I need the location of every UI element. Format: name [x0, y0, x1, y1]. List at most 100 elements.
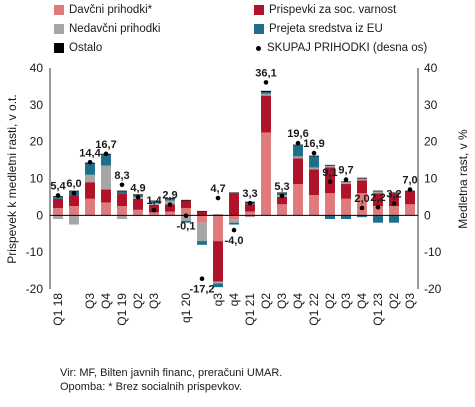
bar-segment — [277, 204, 287, 216]
bar-segment — [53, 198, 63, 208]
legend-item-prispevki: Prispevki za soc. varnost — [254, 4, 396, 16]
total-point — [167, 202, 173, 207]
bar-segment — [197, 211, 207, 216]
x-tick-label: Q3 — [403, 293, 417, 309]
bar-segment — [293, 145, 303, 157]
bar-segment — [101, 154, 111, 166]
bar-segment — [357, 177, 367, 179]
bar-segment — [341, 184, 351, 199]
x-tick-label: q1 20 — [179, 293, 193, 323]
bar-segment — [405, 191, 415, 205]
bar-segment — [261, 90, 271, 92]
y-tick-label-right: 10 — [424, 172, 438, 186]
bar-segment — [117, 206, 127, 216]
x-tick-label: Q3 — [275, 293, 289, 309]
bar-segment — [309, 169, 319, 196]
total-point — [135, 194, 141, 200]
y-tick-label-left: -10 — [26, 245, 44, 259]
bar-segment — [213, 241, 223, 282]
y-tick-label-right: 20 — [424, 135, 438, 149]
bar-segment — [245, 204, 255, 212]
bar-segment — [133, 209, 143, 216]
bar-segment — [309, 155, 319, 157]
x-tick-label: Q2 — [259, 293, 273, 309]
total-data-label: 4,9 — [130, 182, 145, 194]
bar-segment — [165, 198, 175, 199]
bar-segment — [389, 193, 399, 207]
bar-segment — [197, 215, 207, 223]
bar-segment — [261, 95, 271, 133]
bar-segment — [373, 191, 383, 194]
bar-segment — [117, 191, 127, 194]
x-tick-label: Q3 — [147, 293, 161, 309]
x-tick-label: Q2 — [131, 293, 145, 309]
total-point — [231, 227, 237, 233]
x-tick-label: Q4 — [99, 293, 113, 309]
bar-segment — [197, 210, 207, 212]
legend-label: Prispevki za soc. varnost — [269, 4, 397, 16]
legend-item-davcni: Davčni prihodki* — [54, 4, 152, 16]
y-tick-label-right: -20 — [424, 282, 442, 296]
bar-segment — [213, 283, 223, 288]
x-tick-label: Q4 — [355, 293, 369, 309]
bar-segment — [357, 193, 367, 216]
y-tick-label-left: 30 — [30, 98, 44, 112]
total-point — [103, 151, 109, 157]
bar-segment — [309, 156, 319, 168]
total-data-label: 8,3 — [114, 170, 129, 182]
total-point — [295, 140, 301, 146]
bar-segment — [245, 211, 255, 216]
total-point — [311, 150, 317, 156]
y-tick-label-right: 0 — [424, 208, 431, 222]
bar-segment — [53, 215, 63, 220]
total-data-label: 3,3 — [242, 188, 257, 200]
total-point — [327, 179, 333, 185]
legend-swatch — [54, 24, 64, 34]
bar-segment — [293, 158, 303, 185]
bar-segment — [245, 215, 255, 218]
bar-segment — [373, 193, 383, 207]
total-data-label: 7,0 — [402, 175, 417, 187]
bar-segment — [261, 91, 271, 94]
y-tick-label-left: 40 — [30, 61, 44, 75]
bar-segment — [101, 202, 111, 216]
bar-segment — [373, 206, 383, 216]
bar-segment — [261, 132, 271, 216]
bar-segment — [325, 164, 335, 166]
total-data-label: 2,2 — [370, 192, 385, 204]
bar-segment — [277, 196, 287, 205]
bar-segment — [325, 215, 335, 220]
bar-segment — [325, 193, 335, 216]
total-point — [199, 276, 205, 281]
bar-segment — [69, 215, 79, 225]
y-tick-label-right: -10 — [424, 245, 442, 259]
total-point — [247, 200, 253, 206]
bar-segment — [229, 222, 239, 225]
legend-item-nedavcni: Nedavčni prihodki — [54, 23, 160, 35]
legend-item-eu: Prejeta sredstva iz EU — [254, 23, 383, 35]
source-note: Vir: MF, Bilten javnih financ, preračuni… — [60, 367, 283, 379]
y-tick-label-left: 20 — [30, 135, 44, 149]
bar-segment — [389, 215, 399, 223]
total-data-label: 14,4 — [79, 147, 101, 159]
total-data-label: 1,4 — [146, 195, 162, 207]
bar-segment — [405, 204, 415, 216]
y-tick-label-left: 0 — [36, 208, 43, 222]
bar-segment — [165, 204, 175, 212]
bar-segment — [373, 215, 383, 223]
y-tick-label-left: -20 — [26, 282, 44, 296]
bar-segment — [149, 200, 159, 202]
bar-segment — [229, 192, 239, 194]
bar-segment — [69, 195, 79, 207]
total-data-label: 4,7 — [210, 183, 225, 195]
total-point — [407, 187, 413, 192]
bar-segment — [357, 178, 367, 181]
x-tick-label: Q1 22 — [307, 293, 321, 326]
total-point — [55, 193, 61, 198]
total-data-label: 5,3 — [274, 181, 289, 193]
total-point — [119, 182, 125, 188]
legend-swatch — [254, 5, 264, 15]
bar-segment — [341, 182, 351, 185]
y-axis-right-title: Medletna rast, v % — [456, 129, 470, 229]
bar-segment — [181, 200, 191, 208]
